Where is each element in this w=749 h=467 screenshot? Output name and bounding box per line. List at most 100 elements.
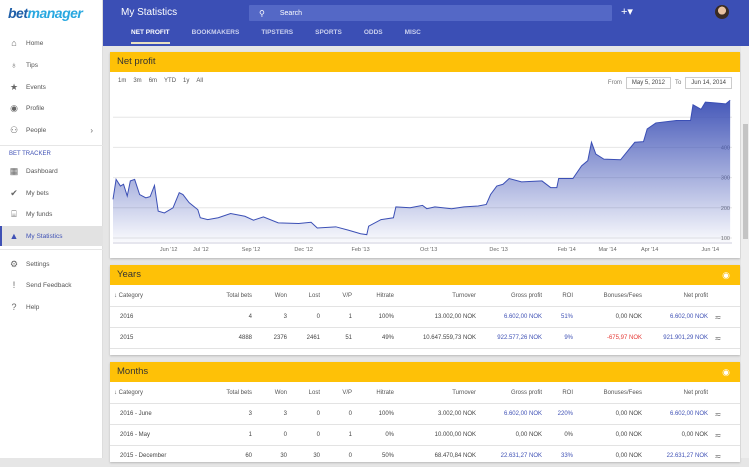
x-tick-label: Apr '14 bbox=[641, 247, 658, 253]
column-header[interactable]: Hitrate bbox=[352, 293, 394, 299]
cell-gross-profit: 0,00 NOK bbox=[476, 432, 542, 438]
column-header[interactable]: Net profit bbox=[642, 293, 708, 299]
to-label: To bbox=[675, 80, 681, 86]
tab-odds[interactable]: ODDS bbox=[364, 29, 383, 44]
sidebar-item-label: My bets bbox=[26, 190, 49, 197]
tab-tipsters[interactable]: TIPSTERS bbox=[261, 29, 293, 44]
cell-gross-profit: 22.631,27 NOK bbox=[476, 453, 542, 459]
add-menu-button[interactable]: +▾ bbox=[621, 5, 633, 18]
filter-icon[interactable]: ≂ bbox=[708, 334, 728, 343]
search-input[interactable]: ⚲Search bbox=[249, 5, 612, 21]
sidebar-item-profile[interactable]: ◉Profile bbox=[0, 98, 103, 118]
column-header[interactable]: ↓ Category bbox=[110, 390, 200, 396]
statistics-icon: ▲ bbox=[9, 231, 19, 241]
column-header[interactable]: Bonuses/Fees bbox=[573, 293, 642, 299]
eye-icon[interactable]: ◉ bbox=[722, 362, 730, 382]
column-header-label: Gross profit bbox=[511, 293, 542, 299]
scrollbar-thumb[interactable] bbox=[743, 124, 748, 239]
column-header[interactable]: Turnover bbox=[394, 390, 476, 396]
column-header[interactable]: V/P bbox=[320, 390, 352, 396]
column-header[interactable]: Lost bbox=[287, 293, 320, 299]
x-tick-label: Mar '14 bbox=[598, 247, 616, 253]
sidebar-item-people[interactable]: ⚇People› bbox=[0, 120, 103, 140]
eye-icon[interactable]: ◉ bbox=[722, 265, 730, 285]
column-header[interactable]: ↓ Category bbox=[110, 293, 200, 299]
filter-icon[interactable]: ≂ bbox=[708, 313, 728, 322]
sidebar-item-label: Profile bbox=[26, 105, 44, 112]
scrollbar[interactable] bbox=[741, 46, 749, 458]
column-header[interactable]: Won bbox=[252, 390, 287, 396]
x-tick-label: Jun '12 bbox=[160, 247, 178, 253]
cell-hitrate: 0% bbox=[352, 432, 394, 438]
column-header[interactable]: ROI bbox=[542, 390, 573, 396]
cell-turnover: 68.470,84 NOK bbox=[394, 453, 476, 459]
cell-hitrate: 50% bbox=[352, 453, 394, 459]
sidebar-item-my-statistics[interactable]: ▲My Statistics bbox=[0, 226, 103, 246]
column-header[interactable]: Lost bbox=[287, 390, 320, 396]
x-tick-label: Feb '14 bbox=[558, 247, 576, 253]
column-header[interactable]: Gross profit bbox=[476, 293, 542, 299]
range-button-ytd[interactable]: YTD bbox=[164, 78, 176, 84]
column-header[interactable]: Total bets bbox=[200, 390, 252, 396]
people-icon: ⚇ bbox=[9, 125, 19, 135]
card-title: Years bbox=[117, 269, 141, 280]
lightbulb-icon: ♁ bbox=[9, 60, 19, 70]
range-button-6m[interactable]: 6m bbox=[149, 78, 157, 84]
sidebar-item-tips[interactable]: ♁ Tips bbox=[0, 55, 103, 75]
cell-bonuses-fees: 0,00 NOK bbox=[573, 453, 642, 459]
avatar[interactable] bbox=[715, 5, 729, 19]
column-header[interactable]: Bonuses/Fees bbox=[573, 390, 642, 396]
from-date-input[interactable]: May 5, 2012 bbox=[626, 77, 671, 89]
range-button-3m[interactable]: 3m bbox=[133, 78, 141, 84]
column-header[interactable]: Total bets bbox=[200, 293, 252, 299]
sidebar-item-dashboard[interactable]: ▦Dashboard bbox=[0, 161, 103, 181]
x-tick-label: Oct '13 bbox=[420, 247, 437, 253]
column-header[interactable]: Gross profit bbox=[476, 390, 542, 396]
betmanager-logo[interactable]: betmanager bbox=[8, 5, 82, 21]
column-header[interactable]: Net profit bbox=[642, 390, 708, 396]
range-button-all[interactable]: All bbox=[196, 78, 203, 84]
filter-icon[interactable]: ≂ bbox=[708, 431, 728, 440]
tab-net-profit[interactable]: NET PROFIT bbox=[131, 29, 170, 44]
cell-v-p: 1 bbox=[320, 314, 352, 320]
sidebar-item-events[interactable]: ★Events bbox=[0, 77, 103, 97]
filter-icon[interactable]: ≂ bbox=[708, 410, 728, 419]
sidebar-item-my-bets[interactable]: ✔My bets bbox=[0, 183, 103, 203]
x-tick-label: Dec '12 bbox=[294, 247, 312, 253]
column-header-label: Bonuses/Fees bbox=[604, 390, 642, 396]
tab-sports[interactable]: SPORTS bbox=[315, 29, 342, 44]
sidebar-item-send-feedback[interactable]: !Send Feedback bbox=[0, 275, 103, 295]
cell-roi: 33% bbox=[542, 453, 573, 459]
sidebar-item-settings[interactable]: ⚙Settings bbox=[0, 254, 103, 274]
column-header[interactable]: ROI bbox=[542, 293, 573, 299]
to-date-input[interactable]: Jun 14, 2014 bbox=[685, 77, 732, 89]
column-header[interactable]: Won bbox=[252, 293, 287, 299]
column-header[interactable]: Turnover bbox=[394, 293, 476, 299]
tab-bookmakers[interactable]: BOOKMAKERS bbox=[192, 29, 240, 44]
cell-won: 3 bbox=[252, 314, 287, 320]
filter-icon[interactable]: ≂ bbox=[708, 452, 728, 461]
tab-misc[interactable]: MISC bbox=[405, 29, 421, 44]
cell-lost: 0 bbox=[287, 411, 320, 417]
sidebar-item-label: Tips bbox=[26, 62, 38, 69]
range-button-1y[interactable]: 1y bbox=[183, 78, 189, 84]
x-tick-label: Jul '12 bbox=[193, 247, 209, 253]
cell-total-bets: 1 bbox=[200, 432, 252, 438]
sidebar-item-help[interactable]: ?Help bbox=[0, 297, 103, 317]
range-button-1m[interactable]: 1m bbox=[118, 78, 126, 84]
column-header-label: Net profit bbox=[684, 293, 708, 299]
sidebar-item-home[interactable]: ⌂Home bbox=[0, 33, 103, 53]
column-header[interactable]: Hitrate bbox=[352, 390, 394, 396]
sidebar-item-my-funds[interactable]: ⌸My funds bbox=[0, 204, 103, 224]
cell-total-bets: 60 bbox=[200, 453, 252, 459]
cell-roi: 51% bbox=[542, 314, 573, 320]
column-header[interactable]: V/P bbox=[320, 293, 352, 299]
cell-net-profit: 0,00 NOK bbox=[642, 432, 708, 438]
